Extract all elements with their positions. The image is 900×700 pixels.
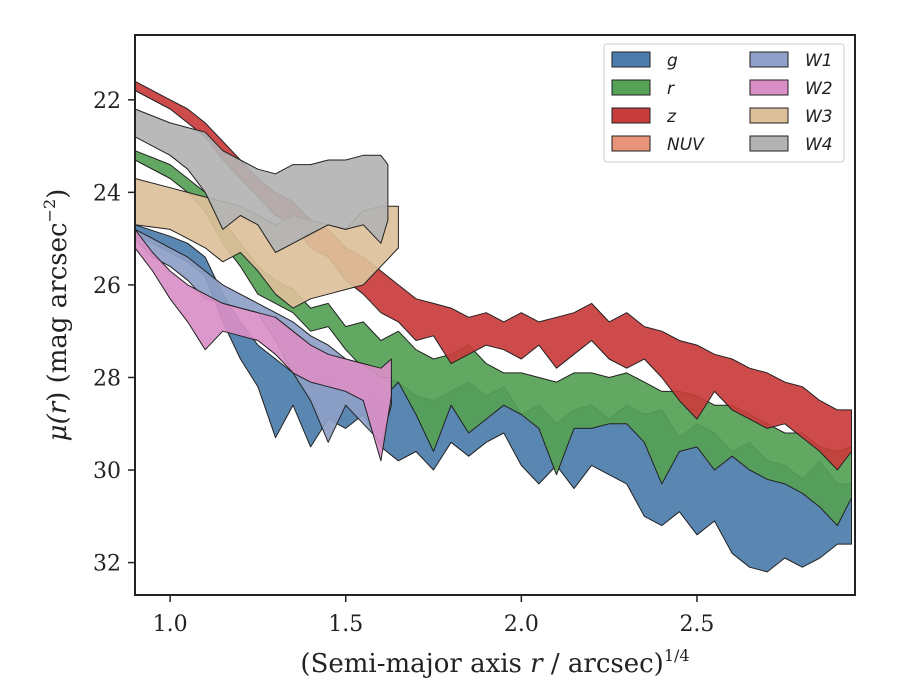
legend-swatch-w3 [749,107,789,124]
x-tick-label: 1.5 [328,612,363,637]
legend-swatch-nuv [611,135,651,152]
band-w4 [134,108,389,253]
x-axis: 1.0 1.5 2.0 2.5 [153,595,714,637]
y-tick-label: 28 [93,366,121,391]
y-axis-label: μ(r) (mag arcsec−2) [40,189,73,442]
band-w2 [134,228,392,462]
legend: grz NUV W1 W2 W3 W4 [603,43,845,163]
plot-frame [134,34,856,596]
x-tick-label: 1.0 [153,612,188,637]
legend-label-g: g [667,51,678,71]
x-tick-label: 2.5 [679,612,714,637]
profile-bands [134,80,852,573]
legend-box [603,43,845,163]
y-tick-label: 22 [93,89,121,114]
legend-label-w2: W2 [805,79,833,99]
legend-label-w4: W4 [805,135,833,155]
y-tick-label: 30 [93,459,121,484]
y-tick-label: 24 [93,181,121,206]
legend-swatch-z [611,107,651,124]
legend-swatch-g [611,51,651,68]
legend-label-w1: W1 [805,51,833,71]
legend-swatch-w4 [749,135,789,152]
y-axis: 22 24 26 28 30 32 [93,89,135,577]
x-axis-label: (Semi-major axis r / arcsec)1/4 [300,646,689,679]
legend-swatch-r [611,79,651,96]
legend-label-z: z [666,107,677,127]
band-z [134,80,852,471]
legend-label-r: r [667,79,675,99]
x-tick-label: 2.0 [504,612,539,637]
legend-label-w3: W3 [805,107,833,127]
legend-swatch-w2 [749,79,789,96]
y-tick-label: 32 [93,552,121,577]
legend-label-nuv: NUV [667,135,705,155]
legend-swatch-w1 [749,51,789,68]
y-tick-label: 26 [93,274,121,299]
